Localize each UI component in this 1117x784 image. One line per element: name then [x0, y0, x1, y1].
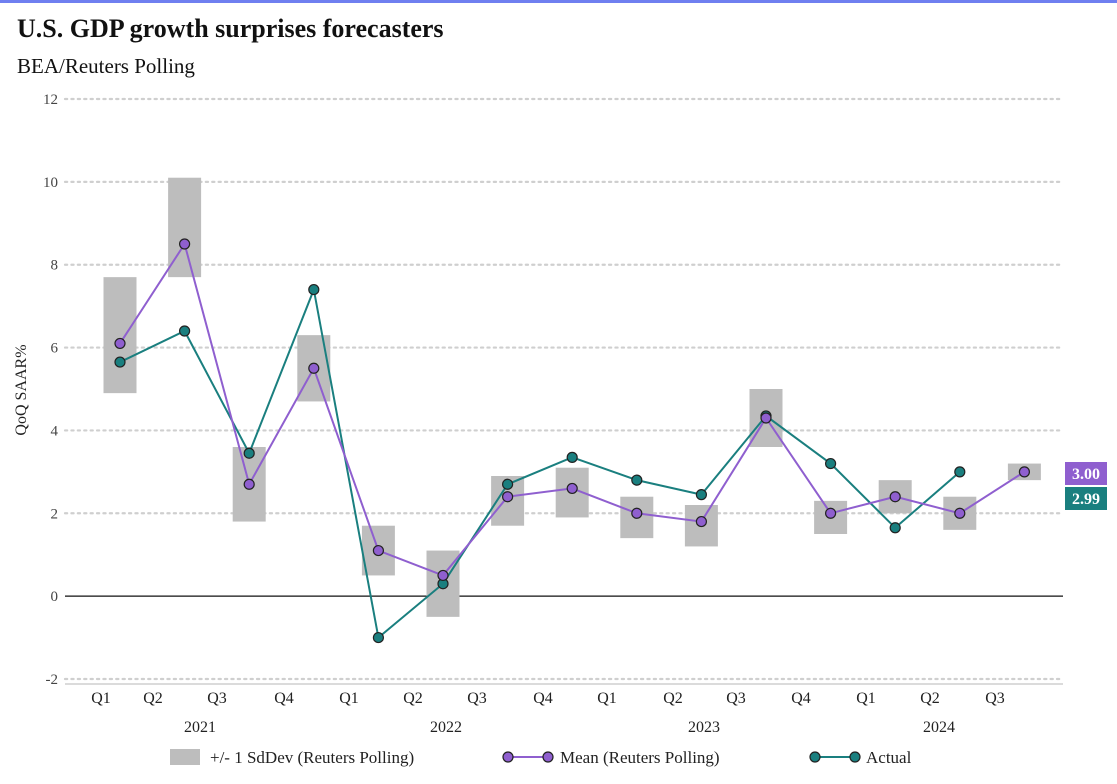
x-tick-labels: Q1 Q2 Q3 Q4 Q1 Q2 Q3 Q4 Q1 Q2 Q3 Q4 Q1 Q2 Q3 [91, 690, 1005, 707]
y-tick-labels: -2 0 2 4 6 8 10 12 [43, 92, 59, 688]
mean-point [308, 362, 320, 374]
series-points [114, 238, 1031, 644]
x-tick-label: Q1 [339, 690, 359, 707]
mean-point [502, 491, 514, 503]
y-tick-label: 4 [51, 423, 59, 439]
year-label: 2024 [923, 719, 955, 736]
legend: +/- 1 SdDev (Reuters Polling) Mean (Reut… [170, 748, 912, 767]
actual-point [308, 283, 320, 296]
legend-label-mean: Mean (Reuters Polling) [560, 748, 720, 767]
x-tick-label: Q3 [985, 690, 1005, 707]
actual-point [114, 356, 126, 368]
actual-point [889, 522, 901, 534]
actual-line [119, 285, 961, 640]
legend-marker-actual-left [809, 751, 821, 763]
legend-label-sd: +/- 1 SdDev (Reuters Polling) [210, 748, 414, 767]
mean-point [954, 507, 966, 519]
end-label-box [1065, 462, 1107, 485]
x-tick-label: Q1 [597, 690, 617, 707]
x-tick-label: Q3 [726, 690, 746, 707]
x-tick-label: Q3 [207, 690, 227, 707]
x-tick-label: Q1 [856, 690, 876, 707]
actual-point [372, 631, 384, 644]
mean-point [372, 544, 384, 557]
year-labels: 2021 2022 2023 2024 [184, 719, 955, 736]
year-label: 2021 [184, 719, 216, 736]
x-tick-label: Q2 [920, 690, 940, 707]
y-tick-label: 12 [43, 92, 58, 108]
actual-point [695, 489, 708, 501]
x-tick-label: Q3 [467, 690, 487, 707]
end-label-text: 3.00 [1072, 466, 1100, 483]
x-tick-label: Q4 [274, 690, 294, 707]
actual-point [502, 478, 514, 490]
actual-point [243, 447, 255, 459]
x-tick-label: Q2 [403, 690, 423, 707]
mean-point [1018, 466, 1031, 478]
chart-title: U.S. GDP growth surprises forecasters [17, 14, 444, 43]
mean-point [824, 507, 837, 519]
mean-point [437, 569, 449, 582]
mean-point [243, 478, 255, 490]
mean-point [695, 515, 708, 528]
y-gridlines [63, 97, 1065, 685]
year-label: 2022 [430, 719, 462, 736]
year-label: 2023 [688, 719, 720, 736]
actual-point [954, 466, 966, 478]
y-tick-label: 2 [51, 506, 59, 522]
actual-point [179, 325, 191, 337]
sd-band [103, 277, 137, 394]
chart-subtitle: BEA/Reuters Polling [17, 54, 195, 78]
legend-marker-mean-right [542, 751, 554, 763]
y-tick-label: 10 [43, 175, 58, 191]
y-tick-label: 6 [51, 341, 59, 357]
end-label-box [1065, 487, 1107, 510]
y-tick-label: 8 [51, 258, 59, 274]
end-label-text: 2.99 [1072, 491, 1100, 508]
mean-point [631, 507, 643, 519]
mean-point [889, 491, 901, 503]
legend-marker-actual-right [849, 751, 861, 763]
sd-bands [103, 177, 1041, 617]
mean-point [566, 482, 578, 495]
x-tick-label: Q4 [533, 690, 553, 707]
legend-swatch-sd [170, 749, 200, 765]
end-labels: 3.00 2.99 [1065, 462, 1107, 510]
mean-line [119, 241, 1025, 577]
y-tick-label: 0 [51, 589, 59, 605]
actual-point [566, 451, 578, 463]
mean-point [179, 238, 191, 250]
x-tick-label: Q2 [663, 690, 683, 707]
series-lines [119, 241, 1025, 640]
actual-point [824, 457, 837, 470]
y-tick-label: -2 [46, 672, 59, 688]
top-accent-bar [0, 0, 1117, 3]
legend-marker-mean-left [502, 751, 514, 763]
mean-point [114, 337, 126, 350]
legend-label-actual: Actual [866, 748, 912, 767]
x-tick-label: Q2 [143, 690, 163, 707]
actual-point [631, 474, 643, 486]
mean-point [760, 412, 772, 424]
x-tick-label: Q4 [791, 690, 811, 707]
y-axis-label: QoQ SAAR% [13, 344, 30, 435]
x-tick-label: Q1 [91, 690, 111, 707]
